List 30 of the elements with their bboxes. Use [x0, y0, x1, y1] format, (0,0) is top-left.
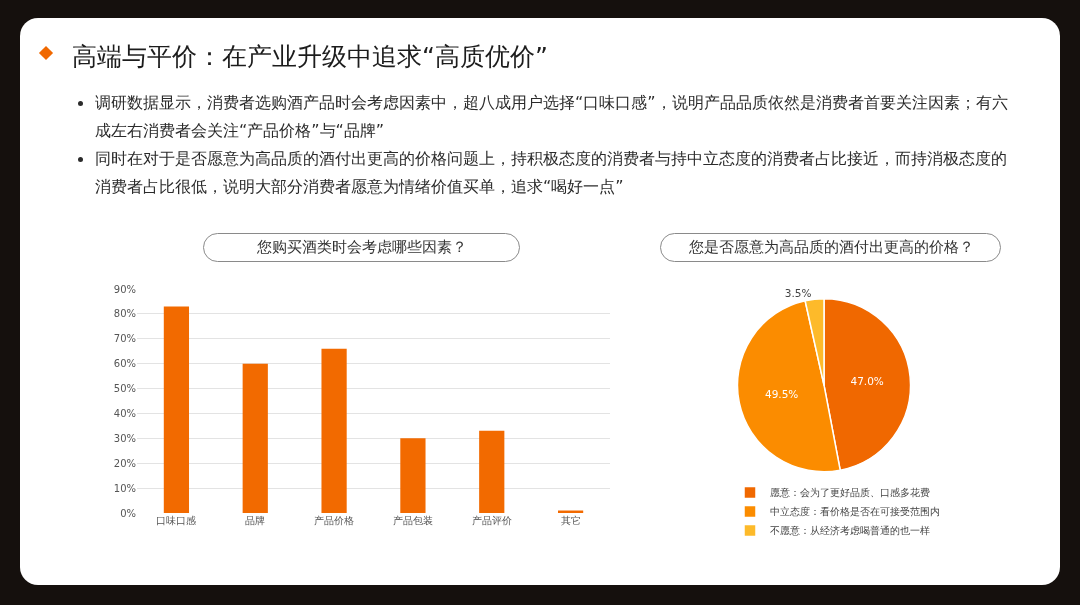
y-tick-label: 50% — [113, 383, 136, 395]
text: 同时在对于是否愿意为高品质的酒付出更高的价格问题上，持积极态度的消费者与持中立态度的消费者占比接近，而持消极态度的消费者占比很低，说明大部分消费者愿意为情绪价值买单，追求“喝好一点” — [95, 149, 1007, 196]
y-tick-label: 30% — [113, 432, 136, 444]
legend-label: 愿意：会为了更好品质、口感多花费 — [770, 487, 930, 499]
x-tick-label: 其它 — [560, 515, 581, 526]
data-label: 47.0% — [850, 375, 884, 388]
y-tick-label: 40% — [113, 407, 136, 419]
y-tick-label: 60% — [113, 358, 136, 370]
bar — [321, 348, 347, 513]
x-tick-label: 产品评价 — [471, 515, 512, 526]
bar — [400, 438, 426, 513]
y-tick-label: 0% — [120, 507, 136, 519]
data-label: 49.5% — [764, 387, 799, 400]
legend-label: 中立态度：看价格是否在可接受范围内 — [770, 506, 940, 518]
data-label: 3.5% — [784, 287, 812, 300]
bar — [479, 430, 505, 513]
bar — [242, 363, 268, 513]
y-tick-label: 70% — [113, 333, 136, 345]
y-tick-label: 90% — [113, 283, 136, 295]
x-tick-label: 产品价格 — [314, 515, 355, 526]
text: 调研数据显示，消费者选购酒产品时会考虑因素中，超八成用户选择“口味口感”，说明产品品质依然是消费者首要关注因素；有六成左右消费者会关注“产品价格”与“品牌” — [95, 93, 1008, 140]
x-tick-label: 口味口感 — [156, 515, 197, 526]
legend-label: 不愿意：从经济考虑喝普通的也一样 — [770, 525, 930, 537]
text: 高端与平价：在产业升级中追求“高质优价” — [72, 41, 548, 73]
y-tick-label: 80% — [113, 308, 136, 320]
x-tick-label: 产品包装 — [392, 515, 433, 526]
y-tick-label: 20% — [113, 457, 136, 469]
bar — [163, 306, 190, 513]
x-tick-label: 品牌 — [245, 515, 266, 526]
y-tick-label: 10% — [113, 482, 136, 494]
